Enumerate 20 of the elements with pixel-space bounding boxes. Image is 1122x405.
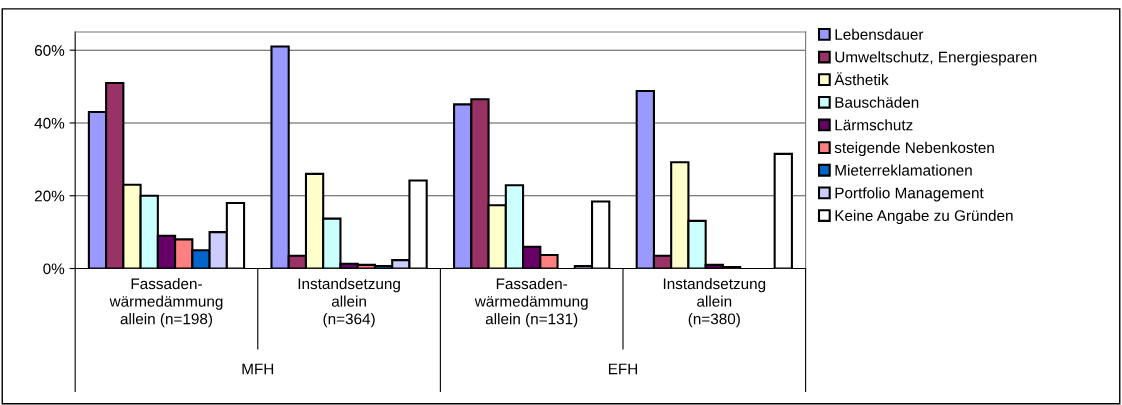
legend-label: steigende Nebenkosten [834,141,994,157]
text: EFH [608,363,638,375]
legend-label: Umweltschutz, Energiesparen [835,51,1037,66]
x-tick-label: Fassaden- wärmedämmung allein (n=198) [109,277,223,328]
y-tick-label: 60% [34,45,65,56]
legend-label: Portfolio Management [835,187,984,202]
text: MFH [242,363,274,375]
bar [773,152,793,269]
legend-label: Lärmschutz [835,119,913,131]
x-tick-label: Instandsetzung allein (n=364) [298,277,400,328]
x-tick-label: Instandsetzung allein (n=380) [663,277,766,328]
legend-label: Lebensdauer [835,28,924,40]
legend-label: Mieterreklamationen [835,164,972,176]
x-tick-label: Fassaden- wärmedämmung allein (n=131) [474,277,588,328]
y-tick-label: 0% [43,263,65,275]
legend-label: Keine Angabe zu Gründen [835,209,1013,225]
legend-label: Bauschäden [835,96,919,108]
y-tick-label: 40% [34,117,65,129]
legend-label: Ästhetik [834,72,889,86]
y-tick-label: 20% [34,190,65,202]
